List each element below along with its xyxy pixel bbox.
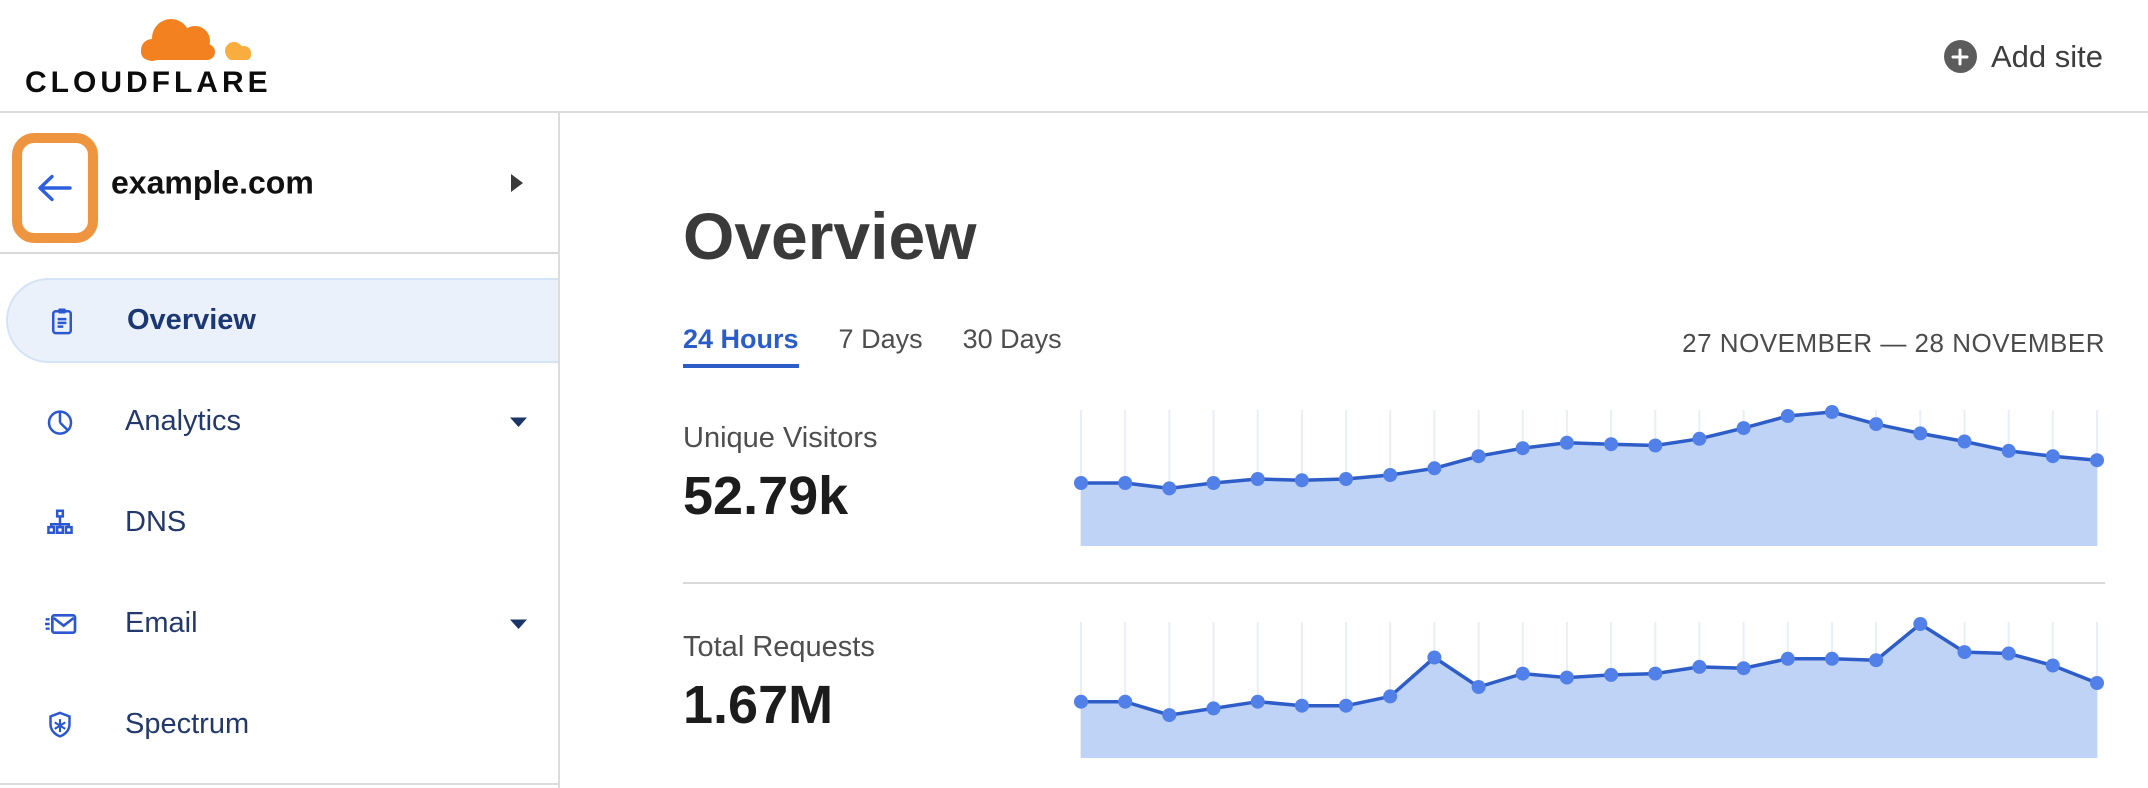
tab-7-days[interactable]: 7 Days [838, 324, 923, 354]
sidebar-item-analytics[interactable]: Analytics [6, 379, 558, 464]
sidebar-item-label: Overview [127, 304, 256, 336]
cloudflare-logo: CLOUDFLARE [25, 4, 272, 104]
sidebar-nav: Overview Analytics [0, 278, 558, 785]
pie-chart-icon [45, 406, 77, 438]
tab-24-hours[interactable]: 24 Hours [683, 324, 799, 368]
add-site-button[interactable]: Add site [1943, 0, 2103, 113]
sitemap-icon [45, 507, 77, 539]
chevron-down-icon [509, 416, 528, 428]
add-site-label: Add site [1990, 38, 2103, 74]
section-divider [683, 582, 2105, 584]
sidebar: example.com Overview Analytic [0, 113, 560, 788]
page-title: Overview [683, 199, 977, 273]
stat-value-total-requests: 1.67M [683, 675, 834, 735]
stat-value-unique-visitors: 52.79k [683, 466, 849, 526]
shield-icon [45, 709, 77, 741]
unique-visitors-chart [1074, 405, 2104, 546]
highlight-annotation [12, 133, 98, 243]
sidebar-item-overview[interactable]: Overview [6, 278, 558, 363]
sidebar-item-label: DNS [125, 506, 187, 538]
cloudflare-wordmark: CLOUDFLARE [25, 66, 272, 99]
tab-30-days[interactable]: 30 Days [962, 324, 1062, 354]
sidebar-item-label: Analytics [125, 405, 242, 437]
top-header: CLOUDFLARE Add site [0, 0, 2148, 113]
sidebar-item-label: Spectrum [125, 708, 250, 740]
plus-icon [1943, 40, 1977, 73]
cloudflare-cloud-icon [141, 19, 251, 61]
sidebar-item-label: Email [125, 607, 198, 639]
time-range-tabs: 24 Hours 7 Days 30 Days [683, 324, 1102, 368]
chevron-down-icon [509, 618, 528, 630]
stat-label-unique-visitors: Unique Visitors [683, 422, 878, 454]
back-button[interactable] [34, 168, 76, 208]
chevron-right-icon[interactable] [508, 172, 525, 194]
main-content: Overview 24 Hours 7 Days 30 Days 27 NOVE… [683, 113, 2148, 788]
date-range: 27 NOVEMBER — 28 NOVEMBER [1682, 328, 2105, 358]
clipboard-icon [47, 305, 79, 337]
sidebar-divider [0, 783, 558, 785]
envelope-icon [45, 608, 77, 640]
stat-label-total-requests: Total Requests [683, 631, 875, 663]
sidebar-item-spectrum[interactable]: Spectrum [6, 682, 558, 767]
total-requests-chart [1074, 617, 2104, 758]
site-switcher: example.com [0, 113, 558, 254]
sidebar-item-email[interactable]: Email [6, 581, 558, 666]
arrow-left-icon [38, 174, 72, 202]
sidebar-item-dns[interactable]: DNS [6, 480, 558, 565]
site-name: example.com [111, 164, 314, 200]
